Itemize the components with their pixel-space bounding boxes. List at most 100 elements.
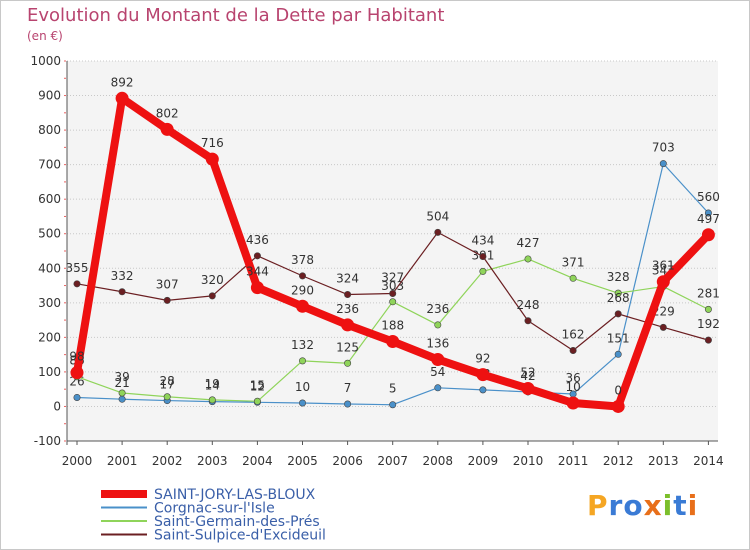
data-label: 703 (652, 141, 675, 155)
data-label: 307 (156, 277, 179, 291)
series-0-point (659, 160, 667, 168)
series-1-point (434, 321, 442, 329)
data-label: 560 (697, 190, 720, 204)
x-tick-label: 2008 (423, 454, 454, 468)
data-label: 328 (607, 270, 630, 284)
y-tick-label: -100 (34, 434, 61, 448)
data-label: 52 (520, 365, 535, 379)
data-label: 7 (344, 381, 352, 395)
series-0-point (73, 393, 81, 401)
series-3-point (115, 91, 129, 105)
x-tick-label: 2004 (242, 454, 273, 468)
series-0-point (118, 395, 126, 403)
data-label: 28 (160, 374, 175, 388)
data-label: 327 (381, 270, 404, 284)
y-tick-label: 0 (53, 399, 61, 413)
plot-area (67, 61, 718, 441)
series-1-point (389, 298, 397, 306)
data-label: 324 (336, 272, 359, 286)
series-2-point (208, 292, 216, 300)
data-label: 436 (246, 233, 269, 247)
data-label: 98 (69, 350, 84, 364)
y-tick-label: 800 (38, 123, 61, 137)
legend-label: Corgnac-sur-l'Isle (154, 501, 275, 517)
data-label: 355 (66, 261, 89, 275)
y-tick-label: 400 (38, 261, 61, 275)
series-2-point (569, 346, 577, 354)
data-label: 5 (389, 382, 397, 396)
y-tick-label: 1000 (30, 54, 61, 68)
series-0-point (298, 399, 306, 407)
data-label: 497 (697, 212, 720, 226)
brand-letter: o (623, 489, 644, 522)
series-3-point (205, 152, 219, 166)
y-tick-label: 500 (38, 227, 61, 241)
series-2-point (614, 310, 622, 318)
series-3-point (160, 122, 174, 136)
series-2-point (434, 228, 442, 236)
data-label: 320 (201, 273, 224, 287)
legend-label: Saint-Germain-des-Prés (154, 514, 320, 530)
data-label: 10 (295, 380, 310, 394)
series-3-point (656, 275, 670, 289)
brand-letter: t (673, 489, 688, 522)
data-label: 303 (381, 279, 404, 293)
data-label: 268 (607, 291, 630, 305)
data-label: 892 (111, 75, 134, 89)
series-3-point (296, 299, 309, 313)
y-tick-label: 600 (38, 192, 61, 206)
series-0-point (614, 350, 622, 358)
series-0-point (434, 384, 442, 392)
data-label: 39 (114, 370, 129, 384)
series-2-point (704, 336, 712, 344)
data-label: 15 (250, 378, 265, 392)
series-1-point (614, 289, 622, 297)
data-label: 236 (336, 302, 359, 316)
legend-label: Saint-Sulpice-d'Excideuil (154, 528, 326, 544)
x-tick-label: 2010 (513, 454, 544, 468)
series-1-point (208, 396, 216, 404)
series-3-point (611, 399, 625, 413)
series-3-point (250, 281, 264, 295)
series-1-point (569, 274, 577, 282)
data-label: 290 (291, 283, 314, 297)
series-1-point (298, 357, 306, 365)
series-2-point (524, 317, 532, 325)
x-tick-label: 2003 (197, 454, 228, 468)
data-label: 92 (475, 352, 490, 366)
data-label: 504 (426, 209, 449, 223)
series-0-point (344, 400, 352, 408)
series-1-point (163, 393, 171, 401)
brand-letter: x (643, 489, 663, 522)
chart-title: Evolution du Montant de la Dette par Hab… (27, 5, 445, 26)
data-label: 344 (246, 265, 269, 279)
series-3-point (701, 228, 715, 242)
series-2-point (73, 280, 81, 288)
series-1-point (524, 255, 532, 263)
series-2-point (298, 272, 306, 280)
x-tick-label: 2000 (62, 454, 93, 468)
x-tick-label: 2001 (107, 454, 138, 468)
x-tick-label: 2011 (558, 454, 589, 468)
series-2-point (479, 253, 487, 261)
data-label: 17 (160, 378, 175, 392)
data-label: 10 (565, 380, 580, 394)
data-label: 21 (114, 376, 129, 390)
data-label: 14 (205, 379, 220, 393)
data-label: 0 (614, 383, 622, 397)
series-1-point (479, 267, 487, 275)
series-2-point (344, 291, 352, 299)
data-label: 434 (471, 234, 494, 248)
data-label: 236 (426, 302, 449, 316)
data-label: 132 (291, 338, 314, 352)
proxiti-logo: Proxiti (587, 489, 698, 522)
brand-letter: i (687, 489, 699, 522)
data-label: 716 (201, 136, 224, 150)
data-label: 332 (111, 269, 134, 283)
data-label: 371 (562, 255, 585, 269)
data-label: 36 (565, 371, 580, 385)
x-tick-label: 2012 (603, 454, 634, 468)
series-0-point (389, 401, 397, 409)
